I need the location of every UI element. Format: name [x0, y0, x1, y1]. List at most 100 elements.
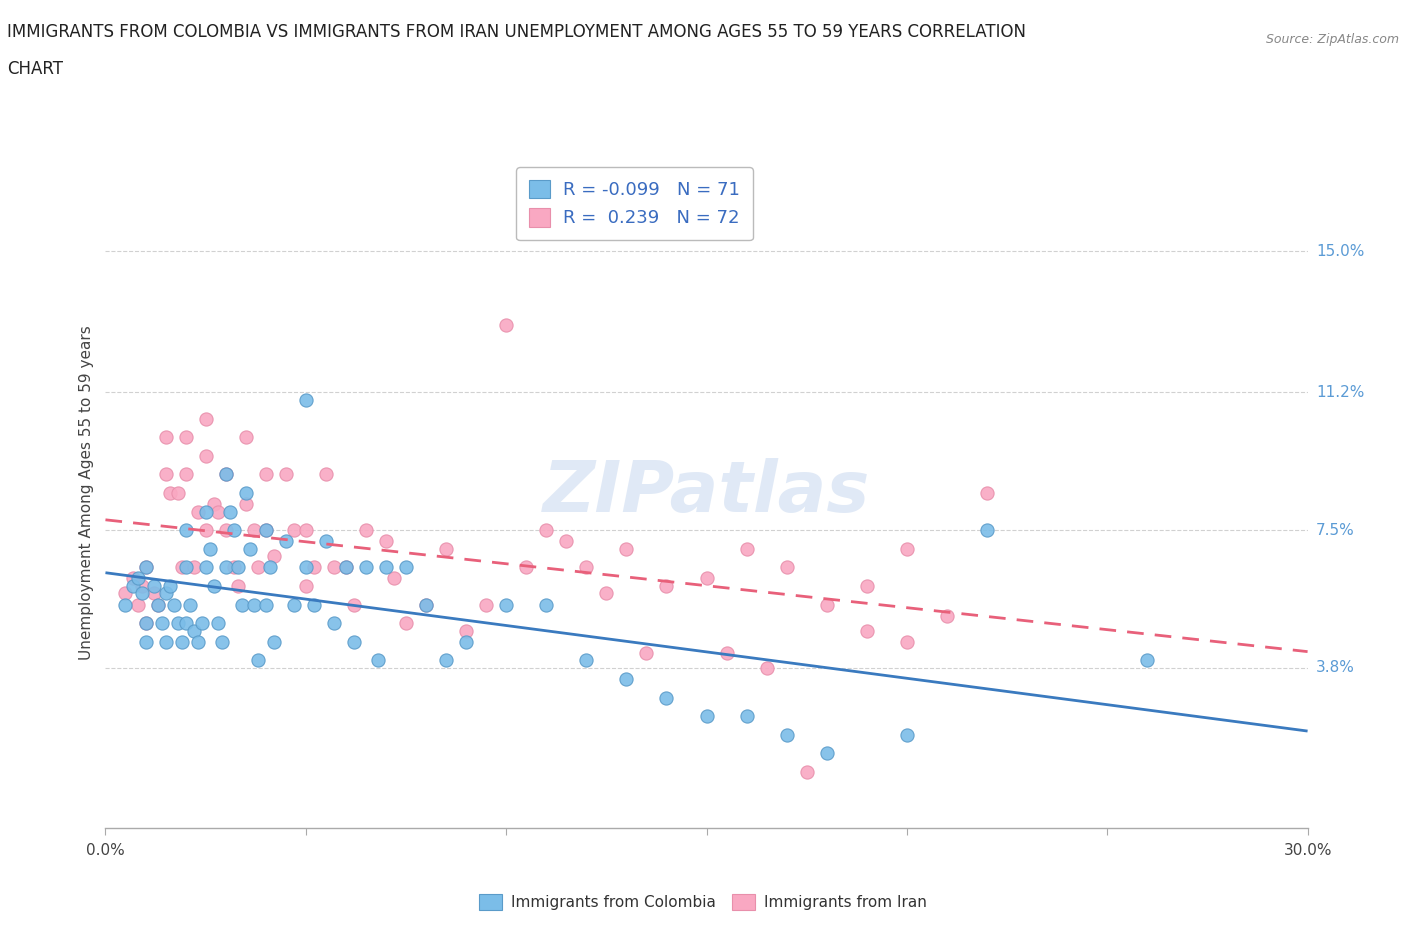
- Point: [815, 746, 838, 761]
- Point: [655, 690, 678, 705]
- Point: [155, 634, 177, 649]
- Point: [170, 634, 193, 649]
- Point: [343, 597, 366, 612]
- Point: [131, 586, 153, 601]
- Point: [263, 634, 285, 649]
- Point: [127, 597, 149, 612]
- Point: [274, 534, 297, 549]
- Point: [515, 560, 537, 575]
- Point: [155, 586, 177, 601]
- Point: [295, 392, 318, 407]
- Point: [315, 534, 337, 549]
- Point: [214, 467, 236, 482]
- Point: [295, 523, 318, 538]
- Point: [207, 504, 229, 519]
- Point: [575, 653, 598, 668]
- Point: [179, 597, 201, 612]
- Point: [155, 467, 177, 482]
- Point: [976, 523, 998, 538]
- Point: [226, 578, 249, 593]
- Point: [194, 504, 217, 519]
- Point: [302, 597, 325, 612]
- Point: [170, 560, 193, 575]
- Point: [555, 534, 578, 549]
- Point: [815, 597, 838, 612]
- Point: [231, 597, 253, 612]
- Point: [135, 560, 157, 575]
- Point: [534, 523, 557, 538]
- Y-axis label: Unemployment Among Ages 55 to 59 years: Unemployment Among Ages 55 to 59 years: [79, 326, 94, 660]
- Legend: Immigrants from Colombia, Immigrants from Iran: Immigrants from Colombia, Immigrants fro…: [472, 886, 934, 918]
- Point: [162, 597, 184, 612]
- Point: [194, 448, 217, 463]
- Point: [242, 523, 264, 538]
- Point: [174, 467, 197, 482]
- Point: [135, 634, 157, 649]
- Point: [263, 549, 285, 564]
- Point: [855, 578, 877, 593]
- Point: [755, 660, 778, 675]
- Point: [367, 653, 389, 668]
- Point: [114, 597, 136, 612]
- Point: [936, 608, 959, 623]
- Point: [896, 634, 918, 649]
- Point: [222, 560, 245, 575]
- Point: [202, 497, 225, 512]
- Point: [655, 578, 678, 593]
- Point: [146, 597, 169, 612]
- Point: [415, 597, 437, 612]
- Point: [214, 467, 236, 482]
- Point: [636, 645, 658, 660]
- Point: [122, 578, 145, 593]
- Point: [174, 523, 197, 538]
- Point: [374, 534, 398, 549]
- Point: [534, 597, 557, 612]
- Point: [174, 560, 197, 575]
- Point: [114, 586, 136, 601]
- Point: [174, 616, 197, 631]
- Point: [146, 597, 169, 612]
- Point: [214, 523, 236, 538]
- Text: ZIPatlas: ZIPatlas: [543, 458, 870, 527]
- Point: [616, 541, 638, 556]
- Point: [254, 523, 277, 538]
- Point: [190, 616, 212, 631]
- Text: 7.5%: 7.5%: [1316, 523, 1354, 538]
- Point: [183, 560, 205, 575]
- Point: [142, 578, 165, 593]
- Point: [415, 597, 437, 612]
- Point: [295, 560, 318, 575]
- Point: [226, 560, 249, 575]
- Point: [354, 523, 377, 538]
- Point: [322, 560, 344, 575]
- Point: [135, 560, 157, 575]
- Point: [239, 541, 262, 556]
- Point: [976, 485, 998, 500]
- Legend: R = -0.099   N = 71, R =  0.239   N = 72: R = -0.099 N = 71, R = 0.239 N = 72: [516, 167, 752, 240]
- Point: [395, 560, 418, 575]
- Point: [222, 523, 245, 538]
- Point: [254, 467, 277, 482]
- Point: [142, 586, 165, 601]
- Point: [335, 560, 357, 575]
- Point: [122, 571, 145, 586]
- Point: [207, 616, 229, 631]
- Point: [343, 634, 366, 649]
- Point: [595, 586, 617, 601]
- Point: [575, 560, 598, 575]
- Point: [194, 523, 217, 538]
- Point: [235, 430, 257, 445]
- Point: [214, 560, 236, 575]
- Point: [495, 597, 517, 612]
- Point: [495, 318, 517, 333]
- Text: Source: ZipAtlas.com: Source: ZipAtlas.com: [1265, 33, 1399, 46]
- Point: [735, 709, 758, 724]
- Point: [254, 523, 277, 538]
- Point: [246, 653, 269, 668]
- Point: [735, 541, 758, 556]
- Point: [135, 616, 157, 631]
- Point: [896, 727, 918, 742]
- Point: [218, 504, 240, 519]
- Text: IMMIGRANTS FROM COLOMBIA VS IMMIGRANTS FROM IRAN UNEMPLOYMENT AMONG AGES 55 TO 5: IMMIGRANTS FROM COLOMBIA VS IMMIGRANTS F…: [7, 23, 1026, 41]
- Point: [1136, 653, 1159, 668]
